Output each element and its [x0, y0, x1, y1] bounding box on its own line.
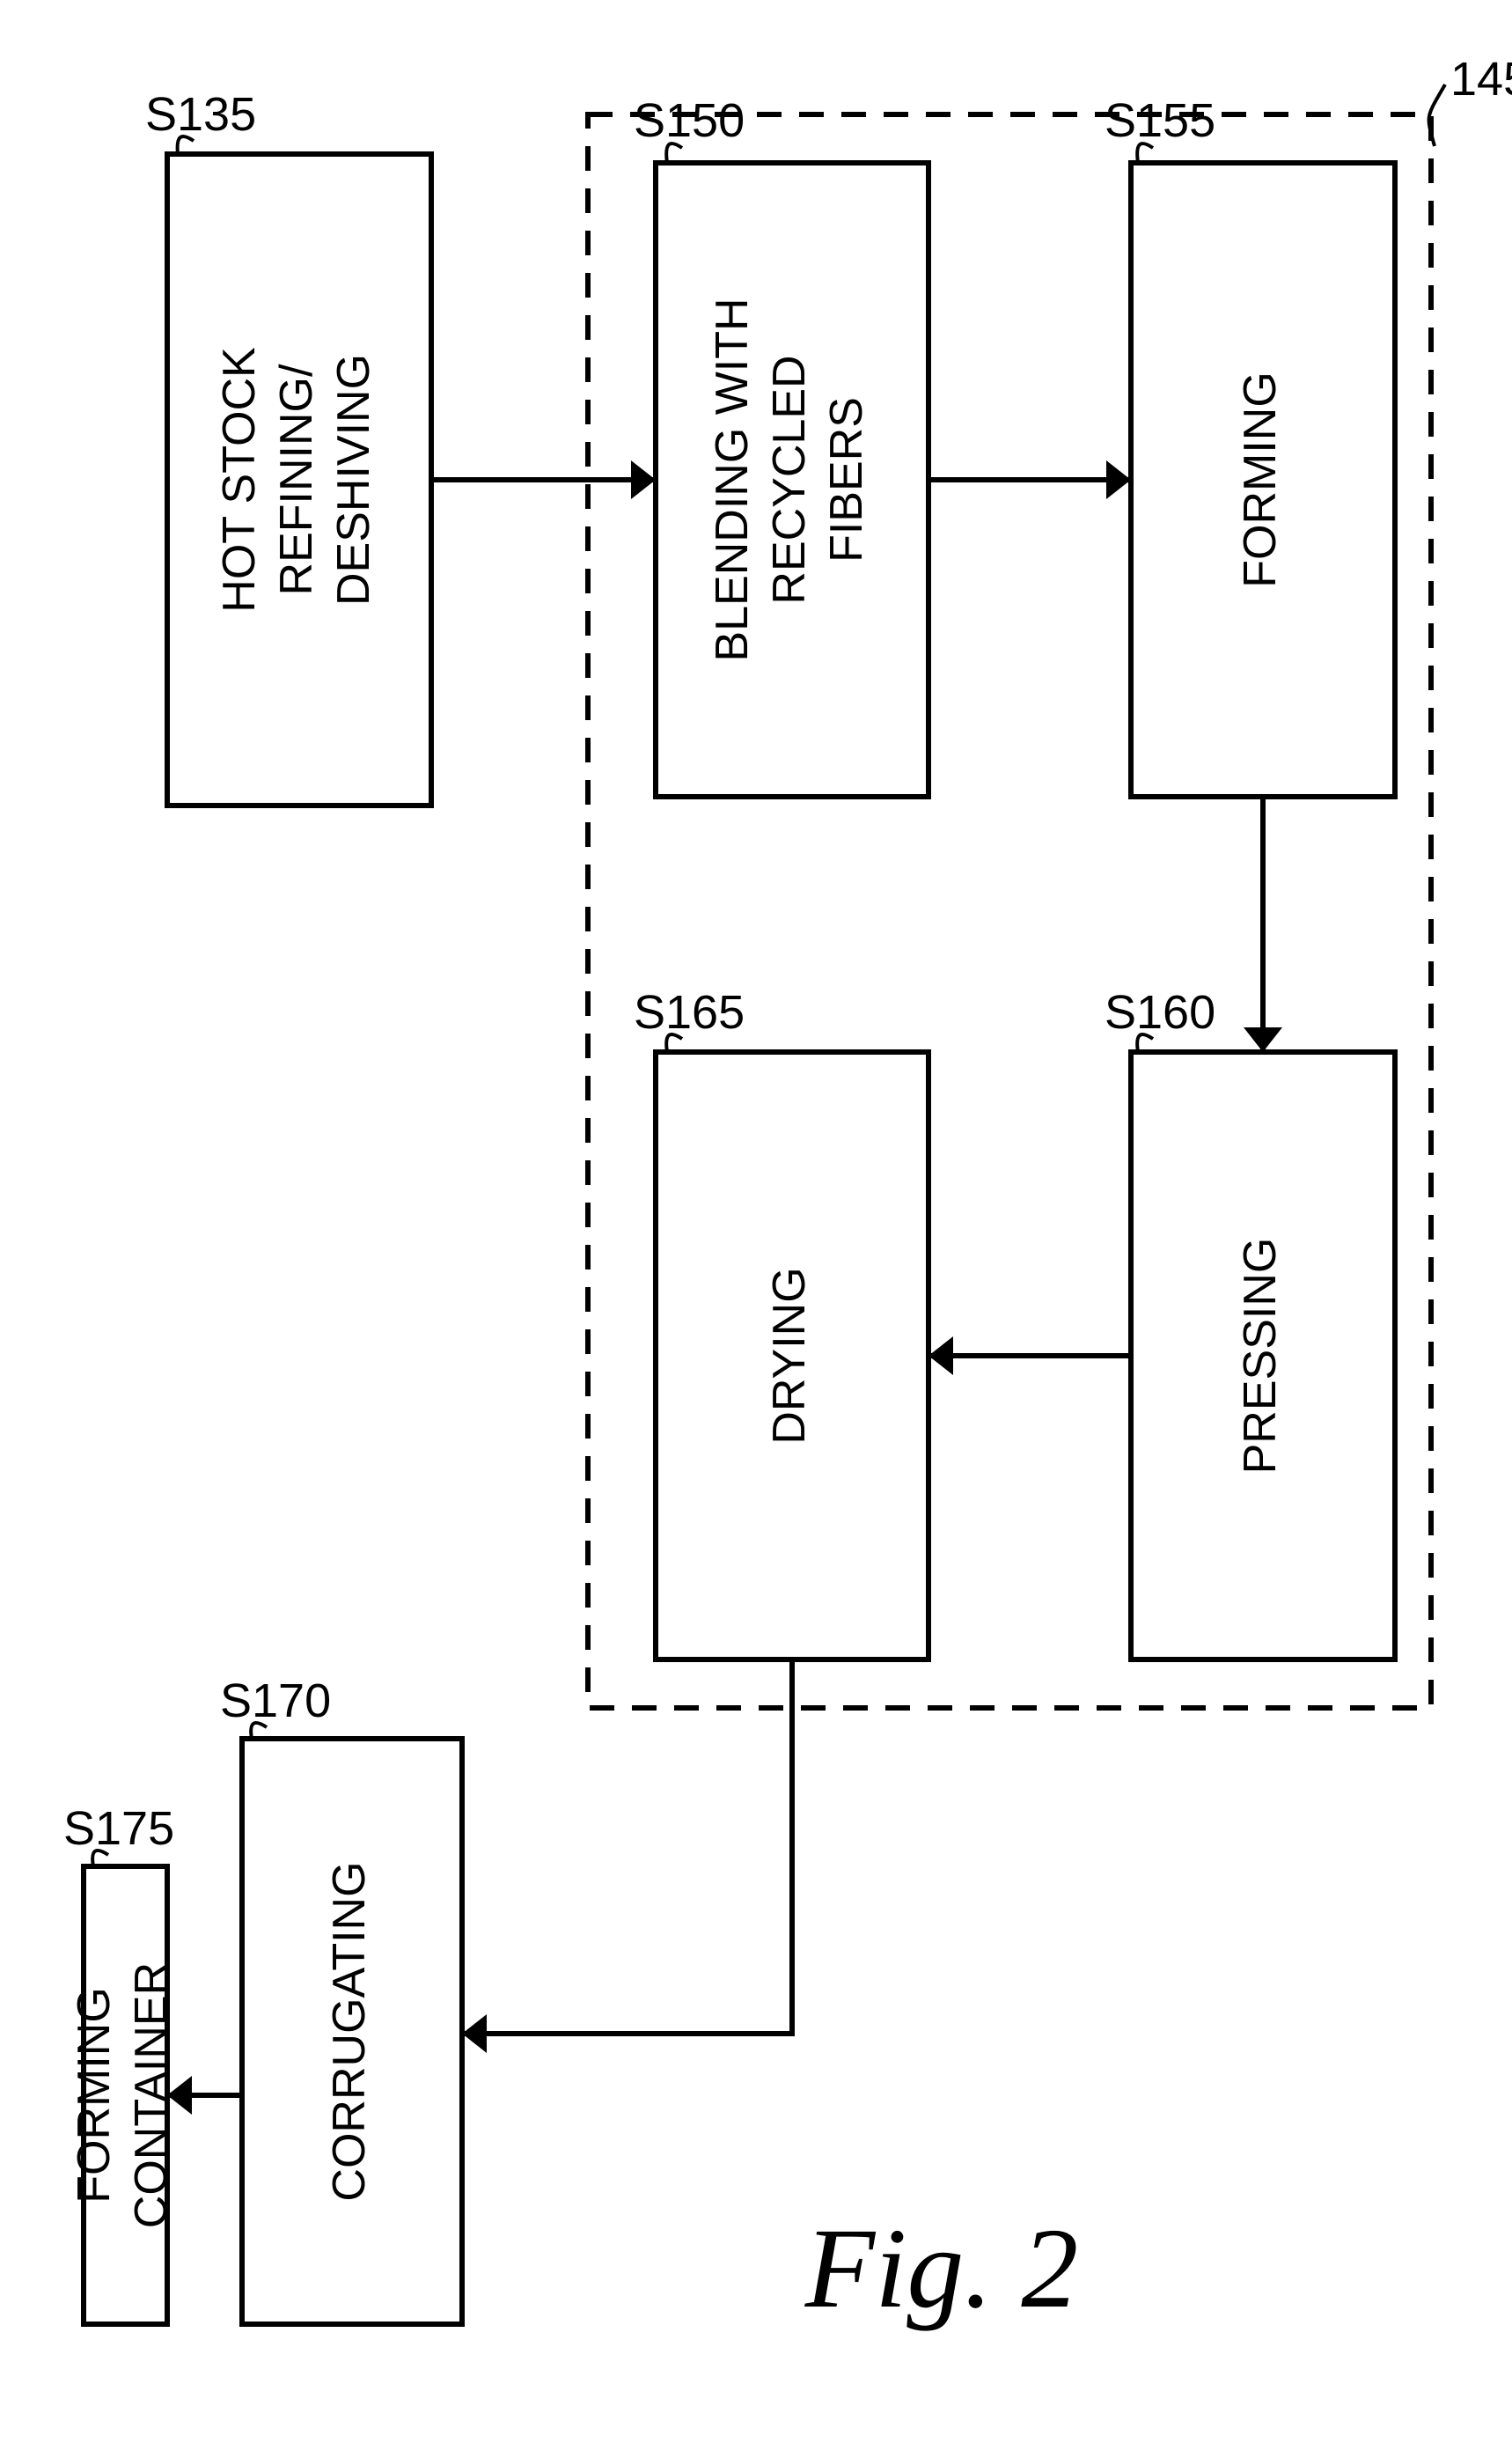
step-label-s160: S160	[1105, 986, 1215, 1039]
step-label-s155: S155	[1105, 94, 1215, 147]
leader-145	[1429, 85, 1445, 146]
box-s150: BLENDING WITHRECYCLEDFIBERS	[656, 163, 928, 797]
box-s160: PRESSING	[1131, 1052, 1395, 1659]
box-s175: FORMINGCONTAINER	[69, 1866, 177, 2324]
box-s155: FORMING	[1131, 163, 1395, 797]
box-label-s160: PRESSING	[1235, 1238, 1286, 1475]
box-s170: CORRUGATING	[242, 1739, 462, 2324]
box-label-s165: DRYING	[764, 1267, 815, 1444]
step-label-s135: S135	[145, 88, 256, 141]
box-label-s135: HOT STOCKREFINING/DESHIVING	[214, 347, 379, 613]
box-label-s155: FORMING	[1235, 372, 1286, 588]
step-label-s170: S170	[220, 1674, 331, 1727]
box-s165: DRYING	[656, 1052, 928, 1659]
step-label-s175: S175	[63, 1802, 174, 1855]
step-label-s165: S165	[634, 986, 745, 1039]
box-label-s170: CORRUGATING	[324, 1861, 375, 2201]
box-s135: HOT STOCKREFINING/DESHIVING	[167, 154, 431, 806]
step-label-s150: S150	[634, 94, 745, 147]
figure-caption: Fig. 2	[804, 2205, 1079, 2332]
step-label-145: 145	[1450, 53, 1512, 106]
arrow-a165-170	[462, 1659, 792, 2034]
